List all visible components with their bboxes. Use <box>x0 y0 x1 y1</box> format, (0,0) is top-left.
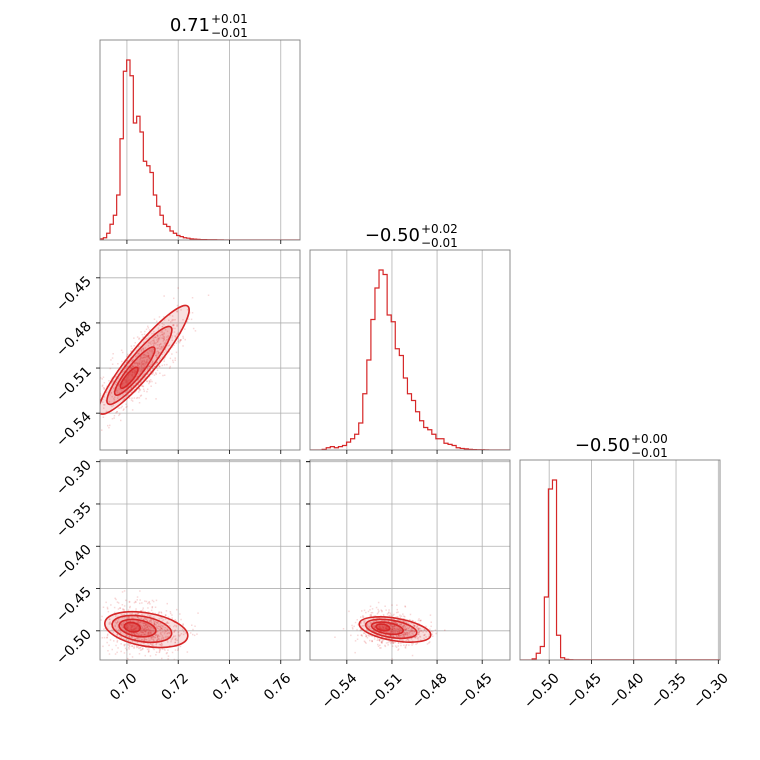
panel-0-1-contour-1 <box>106 325 173 406</box>
histogram-1-steps <box>310 269 510 450</box>
scatter-panel-0-2 <box>96 459 301 664</box>
x-axis-1-tick-label-0: −0.54 <box>319 670 361 712</box>
panel-1-2-contour-3 <box>375 623 391 632</box>
histogram-2-frame <box>519 459 721 661</box>
panel-1-2-frame <box>309 459 511 661</box>
x-axis-1-tick-label-2: −0.48 <box>409 670 451 712</box>
y-axis-2-tick-label-1: −0.45 <box>53 584 95 626</box>
histogram-1-title-lower: −0.01 <box>421 236 458 250</box>
panel-0-2-contour-2 <box>118 618 157 638</box>
scatter-panel-1-2 <box>306 459 511 664</box>
panel-1-2-contour-2 <box>370 621 405 636</box>
y-axis-2-tick-label-3: −0.35 <box>53 499 95 541</box>
y-axis-1-tick-label-3: −0.45 <box>53 273 95 315</box>
y-axis-1-tick-label-0: −0.54 <box>53 409 95 451</box>
panel-0-1-contour-3 <box>119 366 139 390</box>
x-axis-0-tick-label-1: 0.72 <box>158 670 191 703</box>
x-axis-2-tick-label-3: −0.35 <box>648 670 690 712</box>
x-axis-2-tick-label-0: −0.50 <box>521 670 563 712</box>
x-axis-0-tick-label-2: 0.74 <box>210 670 243 703</box>
histogram-panel-1: −0.50 +0.02−0.01 <box>309 222 511 454</box>
histogram-0-steps <box>100 59 300 240</box>
histogram-panel-0: 0.71 +0.01−0.01 <box>99 12 301 244</box>
x-axis-2-tick-label-2: −0.40 <box>606 670 648 712</box>
y-axis-1-tick-label-2: −0.48 <box>53 318 95 360</box>
y-axis-2-tick-label-0: −0.50 <box>53 626 95 668</box>
histogram-2-title-value: −0.50 <box>575 435 630 456</box>
histogram-1-title-upper: +0.02 <box>421 222 458 236</box>
panel-0-2-frame <box>99 459 301 661</box>
panel-0-2-contour-1 <box>111 614 173 644</box>
histogram-panel-2: −0.50 +0.00−0.01 <box>519 432 721 664</box>
scatter-panel-0-1 <box>96 249 301 454</box>
histogram-2-title-upper: +0.00 <box>631 432 668 446</box>
histogram-0-title-upper: +0.01 <box>211 12 248 26</box>
histogram-0-title-value: 0.71 <box>170 15 210 36</box>
histogram-2-title-lower: −0.01 <box>631 446 668 460</box>
histogram-1-title-value: −0.50 <box>365 225 420 246</box>
histogram-2-steps <box>520 479 720 660</box>
x-axis-2-tick-label-1: −0.45 <box>563 670 605 712</box>
y-axis-2-tick-label-4: −0.30 <box>53 457 95 499</box>
x-axis-1-tick-label-3: −0.45 <box>454 670 496 712</box>
histogram-0-frame <box>99 39 301 241</box>
x-axis-2-tick-label-4: −0.30 <box>690 670 732 712</box>
histogram-1-frame <box>309 249 511 451</box>
x-axis-0-tick-label-3: 0.76 <box>261 670 294 703</box>
y-axis-2-tick-label-2: −0.40 <box>53 542 95 584</box>
panel-0-1-contour-2 <box>113 346 156 396</box>
y-axis-1-tick-label-1: −0.51 <box>53 364 95 406</box>
histogram-0-title-lower: −0.01 <box>211 26 248 40</box>
x-axis-1-tick-label-1: −0.51 <box>364 670 406 712</box>
x-axis-0-tick-label-0: 0.70 <box>107 670 140 703</box>
panel-0-2-contour-3 <box>123 621 142 633</box>
panel-0-1-frame <box>99 249 301 451</box>
